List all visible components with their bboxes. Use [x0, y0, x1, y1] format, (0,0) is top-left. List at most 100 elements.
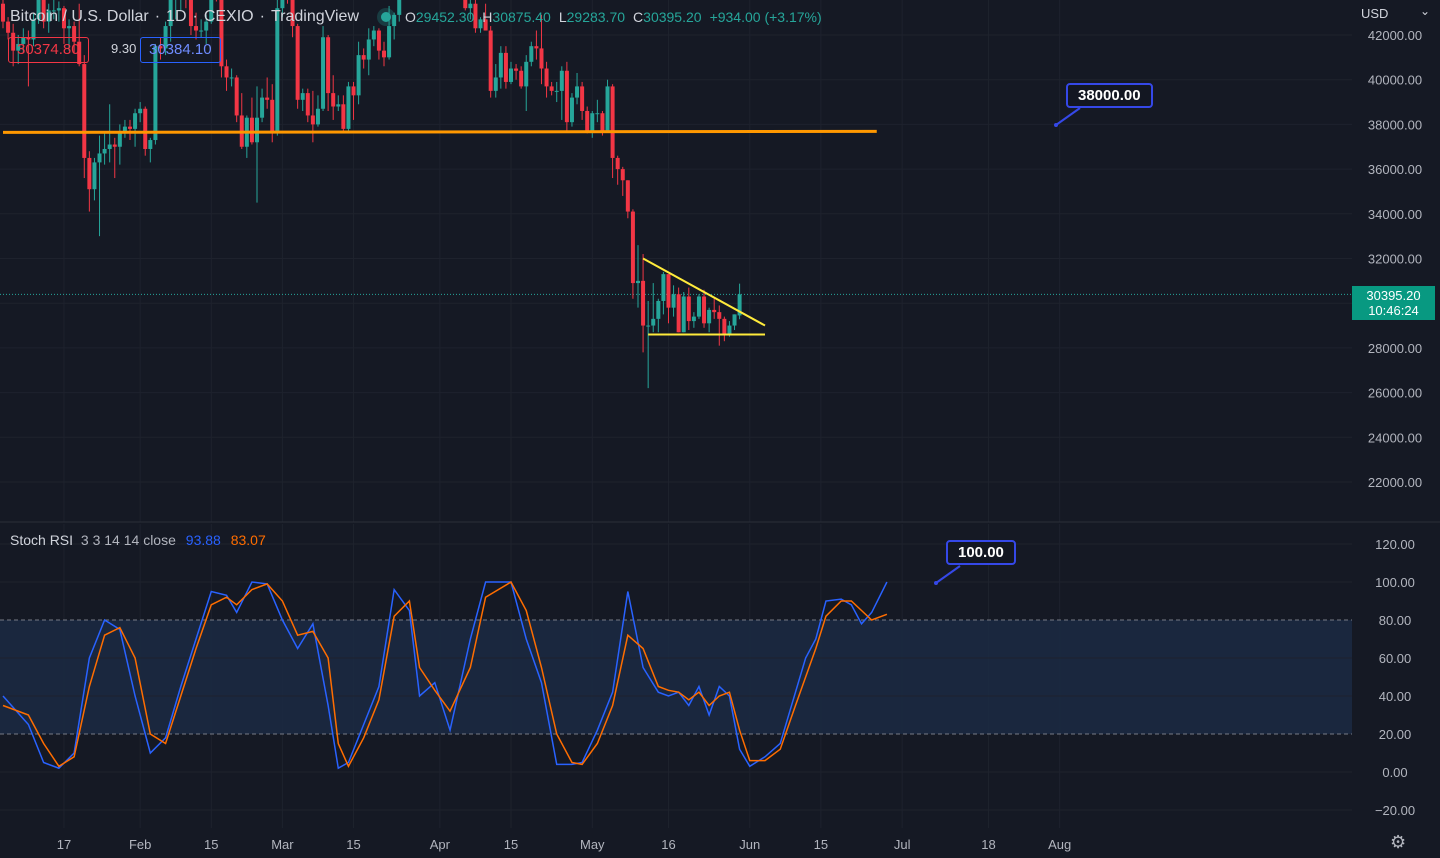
candle-body — [595, 113, 600, 115]
candle-body — [636, 280, 640, 284]
candle-body — [590, 113, 595, 132]
candle-body — [529, 46, 534, 62]
price-callout-label[interactable]: 38000.00 — [1066, 83, 1153, 108]
stoch-y-tick-label: 80.00 — [1379, 613, 1412, 628]
candle-body — [366, 39, 371, 60]
candle-body — [641, 280, 646, 326]
currency-selector[interactable]: USD — [1361, 6, 1389, 21]
stoch-y-tick-label: 20.00 — [1379, 727, 1412, 742]
header-separator: · — [154, 8, 161, 25]
stoch-y-tick-label: 60.00 — [1379, 651, 1412, 666]
source-label: TradingView — [270, 8, 359, 25]
x-tick-label: 15 — [814, 837, 828, 852]
candle-body — [493, 77, 498, 91]
change-value: +934.00 (+3.17%) — [709, 9, 822, 25]
candle-body — [122, 126, 127, 132]
candle-body — [544, 68, 549, 87]
stoch-rsi-title: Stoch RSI — [10, 532, 74, 548]
y-tick-label: 42000.00 — [1368, 28, 1422, 43]
candle-body — [265, 97, 270, 100]
y-tick-label: 40000.00 — [1368, 73, 1422, 88]
y-tick-label: 34000.00 — [1368, 207, 1422, 222]
sell-price-button[interactable]: 30374.80 — [8, 37, 89, 63]
y-tick-label: 26000.00 — [1368, 386, 1422, 401]
candle-body — [610, 86, 615, 158]
stoch-callout-label[interactable]: 100.00 — [946, 540, 1016, 565]
candle-body — [255, 117, 259, 143]
candle-body — [188, 0, 193, 27]
buy-price-button[interactable]: 30384.10 — [140, 37, 221, 63]
candle-body — [158, 46, 163, 49]
candle-body — [153, 46, 158, 141]
low-label: L — [558, 9, 567, 25]
open-value: 29452.30 — [415, 9, 475, 25]
candle-body — [300, 93, 305, 100]
candle-body — [488, 30, 493, 91]
stoch-callout-pointer — [935, 565, 961, 584]
open-label: O — [405, 9, 416, 25]
candle-body — [580, 86, 585, 111]
gear-icon[interactable]: ⚙ — [1390, 832, 1407, 852]
candle-body — [483, 19, 488, 31]
candle-body — [326, 37, 331, 94]
candle-body — [524, 61, 529, 87]
candle-body — [112, 144, 117, 147]
candle-body — [712, 309, 717, 313]
close-value: 30395.20 — [643, 9, 702, 25]
candle-body — [295, 26, 300, 100]
candle-body — [315, 108, 320, 125]
candle-body — [514, 68, 519, 71]
candle-body — [463, 0, 468, 9]
candle-body — [717, 312, 722, 319]
candle-body — [676, 294, 681, 333]
candle-body — [341, 104, 346, 129]
candle-body — [468, 3, 473, 9]
candle-body — [82, 64, 87, 158]
candle-body — [260, 97, 265, 118]
last-price-label: 30395.20 10:46:24 — [1352, 286, 1435, 320]
candle-body — [168, 0, 173, 27]
x-tick-label: May — [580, 837, 605, 852]
candle-body — [509, 68, 513, 82]
candle-body — [351, 86, 356, 96]
candle-body — [722, 318, 727, 335]
candle-body — [356, 55, 361, 96]
candle-body — [575, 86, 580, 98]
candle-body — [229, 77, 234, 79]
x-tick-label: 17 — [57, 837, 71, 852]
ohlc-values: O29452.30 H30875.40 L29283.70 C30395.20 … — [405, 9, 822, 25]
high-label: H — [482, 9, 493, 25]
candle-body — [702, 296, 707, 324]
candle-body — [26, 37, 31, 40]
candle-body — [67, 26, 72, 29]
chevron-down-icon[interactable]: ⌄ — [1420, 4, 1431, 18]
candle-body — [387, 26, 392, 58]
candle-body — [41, 0, 46, 22]
candle-body — [87, 157, 92, 190]
y-tick-label: 38000.00 — [1368, 117, 1422, 132]
candle-body — [290, 0, 295, 27]
interval-label[interactable]: 1D — [166, 8, 187, 25]
stoch-rsi-legend[interactable]: Stoch RSI 3 3 14 14 close 93.88 83.07 — [10, 532, 266, 548]
x-tick-label: 15 — [504, 837, 518, 852]
stoch-d-line — [2, 580, 888, 769]
candle-body — [392, 14, 397, 27]
callout-anchor — [1054, 123, 1058, 127]
candle-body — [321, 37, 326, 109]
candle-body — [117, 131, 122, 147]
symbol-name[interactable]: Bitcoin / U.S. Dollar — [10, 8, 149, 25]
candle-body — [498, 52, 503, 78]
candle-body — [646, 325, 651, 327]
candle-body — [46, 10, 51, 22]
candle-body — [305, 93, 310, 116]
stoch-y-tick-label: 120.00 — [1375, 537, 1415, 552]
candle-body — [630, 211, 635, 284]
candle-body — [143, 108, 148, 149]
triangle-trendline — [642, 257, 766, 327]
candle-body — [194, 26, 199, 31]
candle-body — [397, 0, 402, 15]
candle-body — [148, 140, 153, 149]
candle-body — [61, 8, 66, 29]
x-tick-label: Jul — [894, 837, 911, 852]
